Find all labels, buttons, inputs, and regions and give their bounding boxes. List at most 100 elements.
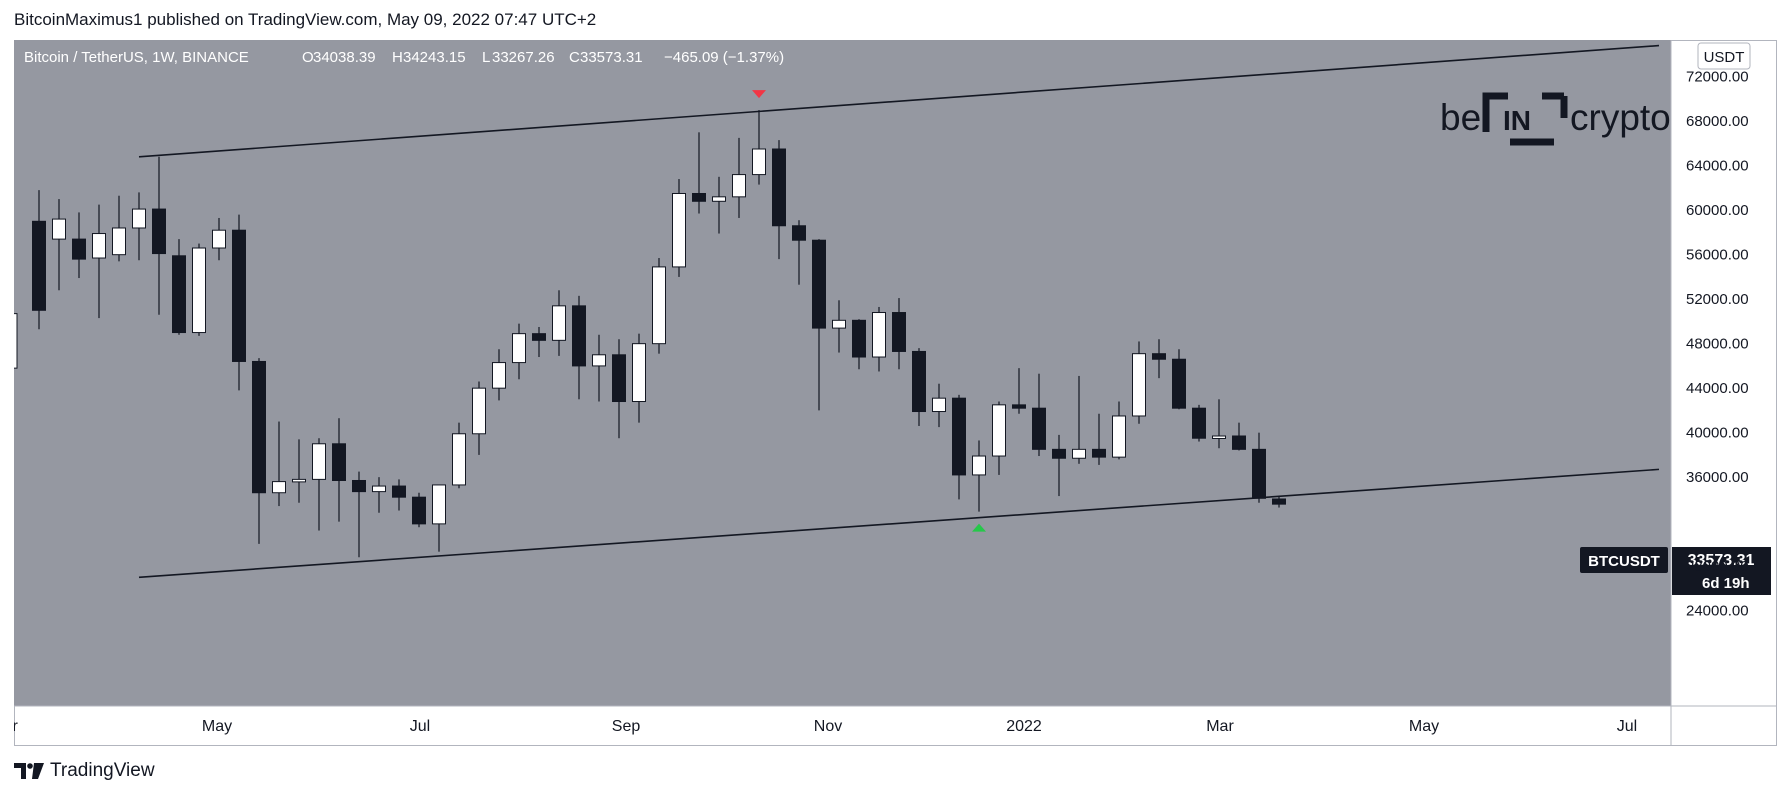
candle-body-bullish — [872, 312, 886, 358]
candle-body-bullish — [1112, 415, 1126, 458]
candle-body-bearish — [812, 239, 826, 329]
candle — [712, 176, 726, 234]
candle — [1192, 404, 1206, 442]
x-axis-label: Jul — [1617, 718, 1637, 735]
legend-high-value: 34243.15 — [403, 49, 466, 66]
legend-low-value: 33267.26 — [492, 49, 555, 66]
candle — [252, 358, 266, 544]
candle-body-bullish — [52, 218, 66, 240]
candle-body-bearish — [1052, 448, 1066, 459]
candle-body-bearish — [1272, 498, 1286, 505]
candle — [432, 484, 446, 552]
candle — [1072, 375, 1086, 464]
price-chart[interactable]: Bitcoin / TetherUS, 1W, BINANCE O 34038.… — [14, 40, 1777, 746]
candle-body-bullish — [1132, 353, 1146, 417]
candle — [472, 381, 486, 455]
legend-close-value: 33573.31 — [580, 49, 643, 66]
candle-body-bearish — [572, 305, 586, 367]
candle — [952, 394, 966, 500]
publish-info: BitcoinMaximus1 published on TradingView… — [14, 10, 597, 29]
candle-body-bearish — [152, 208, 166, 255]
trendline-lower[interactable] — [138, 468, 1660, 579]
candle-body-bearish — [352, 479, 366, 493]
candle-body-bullish — [312, 443, 326, 480]
candle-body-bearish — [172, 255, 186, 334]
legend-high-label: H — [392, 49, 403, 66]
y-axis-label: 64000.00 — [1686, 158, 1749, 175]
candle — [412, 492, 426, 528]
candle-body-bearish — [532, 333, 546, 341]
candle-body-bearish — [892, 312, 906, 352]
tradingview-brand-text: TradingView — [50, 760, 155, 781]
candle-body-bearish — [332, 443, 346, 481]
candle — [372, 477, 386, 513]
candle — [52, 199, 66, 291]
y-axis-label: 36000.00 — [1686, 469, 1749, 486]
x-axis-label: May — [1409, 718, 1439, 735]
candle — [692, 132, 706, 214]
candle — [792, 220, 806, 285]
x-axis-label: 2022 — [1006, 718, 1042, 735]
legend-open-value: 34038.39 — [313, 49, 376, 66]
x-axis-label: May — [202, 718, 232, 735]
candle — [652, 258, 666, 354]
y-axis-label: 60000.00 — [1686, 202, 1749, 219]
candle-body-bearish — [692, 192, 706, 202]
candle — [852, 319, 866, 370]
legend-open-label: O — [302, 49, 314, 66]
x-axis-label: Nov — [814, 718, 842, 735]
candle — [132, 192, 146, 261]
candle-body-bullish — [512, 333, 526, 364]
trendline-upper[interactable] — [138, 44, 1660, 158]
candle-body-bearish — [1172, 358, 1186, 409]
candle — [532, 326, 546, 358]
x-axis-label: Mar — [1206, 718, 1234, 735]
x-axis-label: Mar — [14, 718, 18, 735]
candle-body-bearish — [1252, 448, 1266, 499]
candle — [1092, 413, 1106, 465]
candle-body-bullish — [992, 404, 1006, 457]
y-axis-label: 68000.00 — [1686, 113, 1749, 130]
candle — [932, 383, 946, 428]
candle-body-bullish — [1212, 435, 1226, 439]
candle — [232, 214, 246, 391]
legend-low-label: L — [482, 49, 490, 66]
candle — [32, 190, 46, 330]
candle-partial — [14, 313, 18, 369]
candle — [1272, 496, 1286, 508]
symbol-tag-box — [1580, 547, 1668, 573]
candle-body-bullish — [552, 305, 566, 341]
candle — [112, 195, 126, 262]
candle — [572, 295, 586, 400]
legend-close-label: C — [569, 49, 580, 66]
candle-body-bullish — [212, 229, 226, 249]
candle — [612, 339, 626, 439]
candle — [892, 298, 906, 370]
candle — [1052, 434, 1066, 497]
y-axis-label-partial: 76000.00 — [1674, 40, 1737, 41]
currency-badge-box[interactable] — [1697, 42, 1751, 70]
y-axis-label: 44000.00 — [1686, 380, 1749, 397]
candle-body-bullish — [112, 227, 126, 256]
tradingview-brand[interactable]: TradingView — [14, 760, 155, 782]
candle — [452, 422, 466, 489]
candle — [552, 290, 566, 356]
candle-body-bullish — [1072, 448, 1086, 459]
candle-body-bearish — [772, 148, 786, 227]
candle — [1252, 432, 1266, 503]
currency-badge: USDT — [1704, 49, 1745, 66]
watermark-right: crypto — [1570, 97, 1671, 138]
candle — [1152, 339, 1166, 379]
tradingview-logo-icon — [14, 763, 44, 779]
candle-body-bearish — [392, 485, 406, 498]
legend-symbol[interactable]: Bitcoin / TetherUS, 1W, BINANCE — [24, 49, 249, 66]
candle — [1212, 399, 1226, 449]
candle-body-bearish — [912, 350, 926, 413]
y-axis-label: 48000.00 — [1686, 336, 1749, 353]
candle-body-bearish — [612, 354, 626, 403]
candle-body-bearish — [1032, 407, 1046, 450]
candle — [992, 401, 1006, 475]
watermark-box — [1482, 92, 1568, 146]
candle-body-bullish — [712, 196, 726, 202]
y-axis-label: 72000.00 — [1686, 69, 1749, 86]
